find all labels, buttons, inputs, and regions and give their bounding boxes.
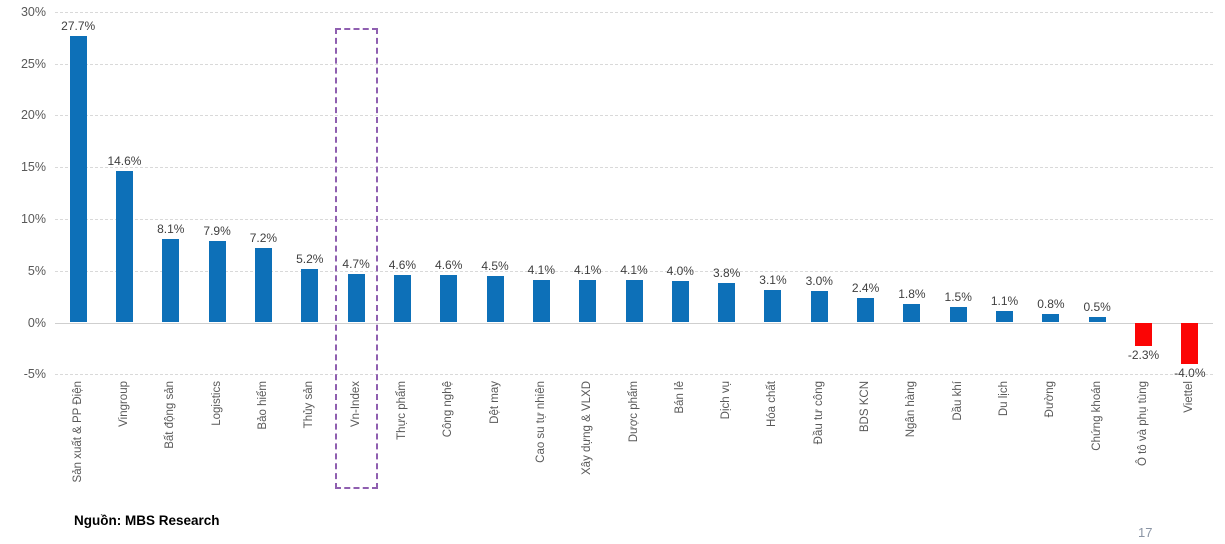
bar — [1042, 314, 1060, 323]
bar — [486, 275, 504, 323]
bar-value-label: 4.1% — [620, 263, 648, 278]
bar — [810, 291, 828, 323]
bar — [764, 290, 782, 323]
vnindex-highlight-box — [334, 28, 378, 489]
bar-value-label: 1.8% — [898, 286, 926, 301]
bar — [69, 35, 87, 323]
bar-value-label: 4.6% — [435, 257, 463, 272]
bar — [1088, 317, 1106, 323]
bar-value-label: -2.3% — [1127, 348, 1160, 363]
x-axis-category-label: Dược phẩm — [627, 381, 640, 443]
bar-value-label: 4.6% — [388, 257, 417, 272]
bar — [1181, 322, 1199, 364]
x-axis-category-label: Đầu tư công — [812, 381, 825, 445]
gridline — [55, 167, 1213, 169]
x-axis-category-label: Thủy sản — [303, 381, 316, 429]
y-axis-tick-label: 10% — [20, 211, 46, 226]
x-axis-category-label: Bất động sản — [164, 381, 177, 449]
bar — [208, 240, 226, 323]
bar — [996, 311, 1014, 323]
x-axis-category-label: BDS KCN — [859, 381, 872, 433]
bar — [254, 247, 272, 323]
gridline — [55, 218, 1213, 220]
bar — [115, 171, 133, 323]
bar — [301, 268, 319, 323]
x-axis-category-label: Vingroup — [117, 381, 130, 427]
bar-value-label: -4.0% — [1174, 365, 1206, 380]
x-axis-category-label: Dệt may — [488, 381, 501, 424]
bar-value-label: 14.6% — [107, 154, 142, 169]
bar-value-label: 8.1% — [157, 221, 185, 236]
y-axis-tick-label: 15% — [20, 160, 46, 175]
y-axis-tick-label: 30% — [20, 4, 46, 19]
bar-value-label: 4.5% — [481, 258, 509, 273]
bar-value-label: 7.9% — [203, 223, 231, 238]
bar — [579, 280, 597, 323]
bar — [393, 274, 411, 323]
bar — [1135, 322, 1153, 347]
x-axis-category-label: Ngân hàng — [905, 381, 918, 438]
x-axis-category-label: Bán lẻ — [673, 381, 686, 414]
x-axis-category-label: Dầu khí — [951, 381, 964, 421]
bar — [440, 274, 458, 323]
bar-value-label: 4.0% — [666, 264, 694, 279]
bar-value-label: 4.1% — [527, 263, 556, 278]
gridline — [55, 322, 1213, 324]
x-axis-category-label: Chứng khoán — [1090, 381, 1103, 451]
x-axis-category-label: Ô tô và phụ tùng — [1137, 381, 1150, 467]
x-axis-category-label: Thực phẩm — [395, 381, 408, 440]
bar — [625, 280, 643, 323]
x-axis-category-label: Đường — [1044, 381, 1057, 418]
x-axis-category-label: Du lịch — [998, 381, 1011, 417]
y-axis-tick-label: 5% — [27, 263, 46, 278]
y-axis-tick-label: 25% — [20, 56, 46, 71]
bar-value-label: 27.7% — [61, 18, 96, 33]
bar — [347, 273, 365, 323]
bar-value-label: 4.1% — [573, 263, 602, 278]
bar-value-label: 1.5% — [944, 289, 972, 304]
bar-value-label: 1.1% — [990, 294, 1019, 309]
bar-value-label: 3.0% — [805, 274, 833, 289]
bar-value-label: 0.8% — [1037, 297, 1065, 312]
bar — [162, 238, 180, 323]
page-number: 17 — [1138, 525, 1153, 540]
gridline — [55, 63, 1213, 65]
x-axis-category-label: Dịch vụ — [720, 381, 733, 420]
bar-value-label: 3.8% — [712, 266, 741, 281]
bar-value-label: 3.1% — [759, 273, 787, 288]
bar-value-label: 7.2% — [249, 230, 278, 245]
gridline — [55, 270, 1213, 272]
bar-value-label: 5.2% — [296, 251, 324, 266]
bar — [718, 283, 736, 323]
bar — [949, 306, 967, 323]
x-axis-category-label: Cao su tự nhiên — [534, 381, 547, 463]
x-axis-category-label: Logistics — [210, 381, 223, 426]
y-axis-tick-label: 20% — [20, 108, 46, 123]
bar — [857, 297, 875, 323]
bar-value-label: 0.5% — [1083, 300, 1111, 315]
x-axis-category-label: Viettel — [1183, 381, 1196, 413]
bar — [671, 281, 689, 323]
x-axis-category-label: Xây dựng & VLXD — [581, 381, 594, 475]
x-axis-category-label: Hóa chất — [766, 381, 779, 428]
gridline — [55, 11, 1213, 13]
bar — [532, 280, 550, 323]
y-axis-tick-label: -5% — [23, 367, 46, 382]
gridline — [55, 115, 1213, 117]
x-axis-category-label: Công nghệ — [442, 381, 455, 438]
bar — [903, 303, 921, 323]
y-axis-tick-label: 0% — [27, 315, 46, 330]
gridline — [55, 374, 1213, 376]
source-note: Nguồn: MBS Research — [74, 513, 220, 528]
x-axis-category-label: Sản xuất & PP Điện — [71, 381, 84, 483]
bar-value-label: 4.7% — [342, 256, 370, 271]
x-axis-category-label: Bảo hiểm — [256, 381, 269, 430]
bar-value-label: 2.4% — [851, 280, 880, 295]
